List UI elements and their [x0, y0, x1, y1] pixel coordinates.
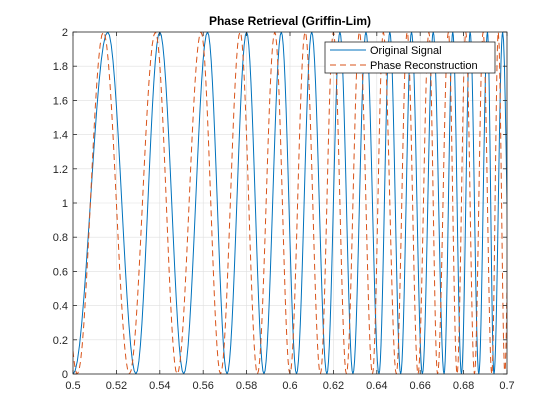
series-line-original-signal	[73, 32, 507, 374]
x-tick-label: 0.64	[366, 380, 387, 392]
y-tick-label: 0	[62, 369, 68, 381]
x-tick-label: 0.68	[453, 380, 474, 392]
legend-label-reconstruction: Phase Reconstruction	[370, 60, 478, 72]
series-line-phase-reconstruction	[73, 32, 507, 374]
series-lines	[73, 32, 507, 374]
y-tick-label: 0.8	[53, 232, 68, 244]
chart-title: Phase Retrieval (Griffin-Lim)	[209, 14, 371, 28]
y-tick-label: 0.4	[53, 301, 68, 313]
y-tick-label: 1.6	[53, 95, 68, 107]
y-tick-label: 0.2	[53, 335, 68, 347]
y-axis: 0 0.2 0.4 0.6 0.8 1 1.2 1.4 1.6 1.8 2	[53, 27, 507, 381]
legend-label-original: Original Signal	[370, 45, 442, 57]
y-tick-label: 1.8	[53, 61, 68, 73]
y-tick-label: 2	[62, 27, 68, 39]
x-tick-label: 0.58	[236, 380, 257, 392]
x-tick-label: 0.6	[282, 380, 297, 392]
x-tick-label: 0.66	[409, 380, 430, 392]
y-tick-label: 0.6	[53, 266, 68, 278]
x-tick-label: 0.54	[149, 380, 170, 392]
x-axis: 0.5 0.52 0.54 0.56 0.58 0.6 0.62 0.64 0.66 0.68 0.…	[65, 32, 515, 392]
legend: Original Signal Phase Reconstruction	[324, 41, 496, 74]
x-tick-label: 0.52	[106, 380, 127, 392]
x-tick-label: 0.56	[192, 380, 213, 392]
y-tick-label: 1	[62, 198, 68, 210]
x-tick-label: 0.7	[499, 380, 514, 392]
x-tick-label: 0.62	[323, 380, 344, 392]
y-tick-label: 1.2	[53, 164, 68, 176]
x-tick-label: 0.5	[65, 380, 80, 392]
y-tick-label: 1.4	[53, 130, 68, 142]
legend-box	[324, 41, 496, 74]
